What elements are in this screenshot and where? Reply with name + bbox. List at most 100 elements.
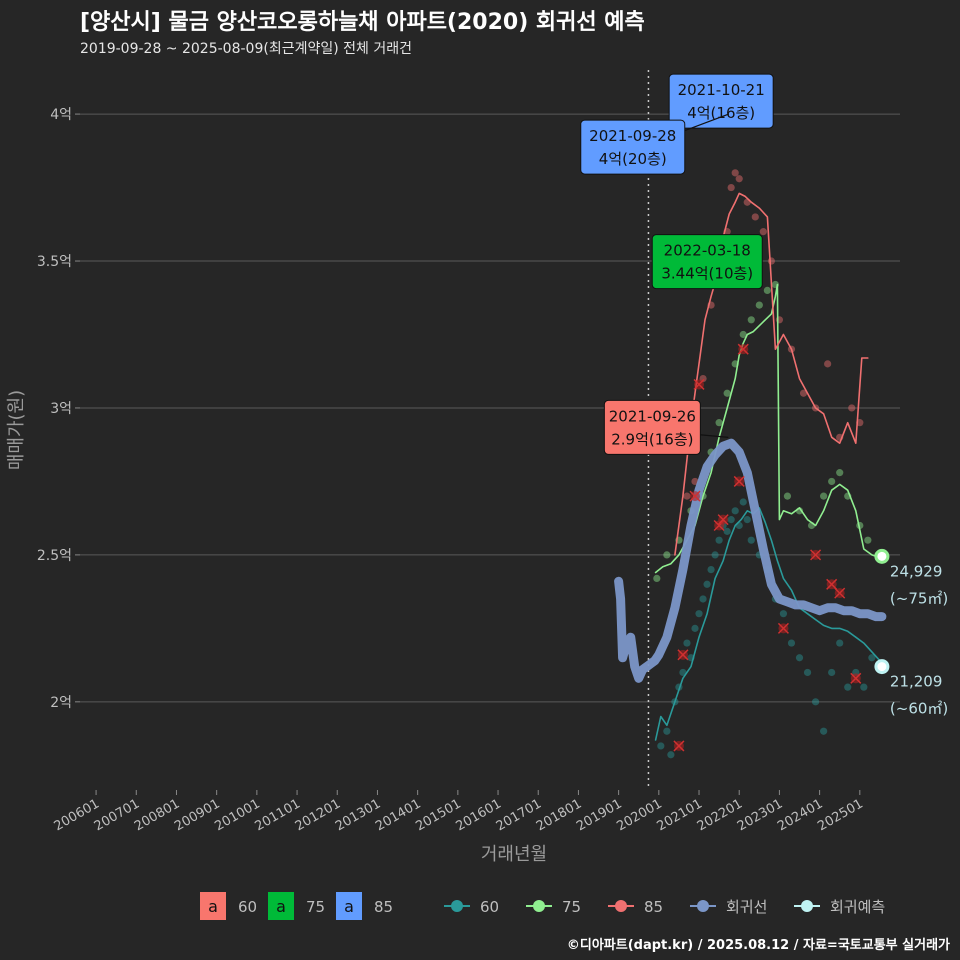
legend-fill-key [200, 892, 226, 920]
legend-key-letter: a [208, 897, 218, 916]
scatter-point-60 [699, 595, 707, 603]
x-tick-label: 200801 [132, 796, 182, 834]
legend-label: 회귀예측 [830, 898, 885, 916]
legend-fill-key [268, 892, 294, 920]
legend-key-letter: a [344, 897, 354, 916]
x-tick-label: 202201 [695, 796, 745, 834]
annotation-box [603, 399, 701, 455]
scatter-point-85 [751, 213, 759, 221]
scatter-point-75 [836, 469, 844, 477]
chart-title: [양산시] 물금 양산코오롱하늘채 아파트(2020) 회귀선 예측 [80, 10, 645, 35]
scatter-point-75 [783, 492, 792, 500]
annotation-price: 2.9억(16층) [611, 430, 693, 448]
annotation-date: 2021-10-21 [678, 81, 765, 99]
highlight-cross [826, 578, 838, 590]
highlight-cross [834, 587, 846, 599]
scatter-point-60 [723, 527, 731, 535]
scatter-point-60 [727, 516, 735, 524]
scatter-point-75 [663, 551, 671, 559]
scatter-point-60 [868, 654, 876, 662]
x-tick-label: 200901 [172, 796, 222, 834]
series-line-85 [674, 192, 869, 556]
legend-dot-key [801, 900, 813, 912]
scatter-point-60 [707, 565, 715, 574]
annotation-label: 2021-09-26 2.9억(16층) [603, 399, 729, 455]
highlight-cross [850, 672, 862, 684]
scatter-point-85 [799, 389, 808, 397]
annotation-box [580, 119, 686, 175]
scatter-point-60 [715, 536, 723, 544]
scatter-point-60 [828, 668, 836, 677]
series-line-75 [654, 283, 881, 574]
x-tick-label: 202001 [614, 796, 664, 834]
highlight-cross [673, 740, 685, 752]
x-axis-title: 거래년월 [481, 844, 547, 865]
y-axis-title: 매매가(원) [6, 390, 27, 470]
scatter-point-60 [739, 498, 747, 506]
x-tick-label: 201901 [574, 796, 624, 834]
highlight-cross [677, 649, 689, 661]
scatter-point-75 [828, 477, 836, 486]
scatter-point-85 [824, 360, 832, 368]
annotation-box [651, 234, 763, 290]
x-tick-label: 201801 [534, 796, 584, 834]
y-tick-label: 3.5억 [37, 254, 72, 270]
scatter-point-85 [731, 169, 739, 177]
scatter-point-75 [763, 286, 771, 295]
scatter-point-60 [691, 624, 699, 632]
scatter-point-75 [723, 389, 731, 397]
scatter-point-60 [836, 639, 844, 647]
annotation-date: 2022-03-18 [664, 242, 751, 260]
annotation-price: 3.44억(10층) [661, 265, 753, 283]
annotation-price: 4억(16층) [687, 104, 755, 122]
legend-label: 85 [374, 898, 393, 916]
scatter-point-60 [747, 536, 755, 544]
prediction-value: 21,209 [890, 673, 943, 691]
annotation-price: 4억(20층) [599, 150, 667, 168]
legend-label: 75 [306, 898, 325, 916]
highlight-cross [733, 475, 745, 487]
legend-dot-key [697, 900, 709, 912]
legend-fill-key [336, 892, 362, 920]
scatter-point-60 [667, 751, 675, 759]
annotation-date: 2021-09-26 [609, 407, 696, 425]
scatter-point-85 [683, 492, 691, 500]
scatter-point-60 [787, 639, 796, 647]
scatter-point-60 [844, 683, 852, 691]
x-tick-label: 201701 [494, 796, 544, 834]
legend-label: 60 [238, 898, 257, 916]
scatter-point-85 [767, 257, 775, 265]
x-tick-label: 201301 [333, 796, 383, 834]
y-tick-label: 2억 [50, 695, 72, 711]
scatter-point-60 [860, 683, 868, 691]
highlight-cross [717, 514, 729, 526]
scatter-point-60 [743, 516, 751, 524]
annotation-label: 2021-09-28 4억(20층) [580, 113, 729, 175]
prediction-point-60 [874, 659, 890, 675]
prediction-area: (~75㎡) [890, 589, 948, 607]
x-tick-label: 202301 [735, 796, 785, 834]
annotation-date: 2021-09-28 [589, 127, 676, 145]
legend-key-letter: a [276, 897, 286, 916]
legend-dot-key [533, 900, 545, 912]
scatter-point-60 [731, 507, 739, 515]
scatter-point-75 [864, 536, 872, 544]
scatter-point-75 [747, 316, 755, 324]
scatter-point-85 [848, 404, 856, 412]
legend-dot-key [451, 900, 463, 912]
series-line-60 [654, 507, 881, 741]
scatter-point-85 [735, 175, 743, 183]
highlight-cross [777, 622, 789, 634]
legend-label: 60 [480, 898, 499, 916]
legend-label: 85 [644, 898, 663, 916]
scatter-point-75 [820, 492, 828, 500]
footer-credit: ©디아파트(dapt.kr) / 2025.08.12 / 자료=국토교통부 실… [566, 938, 950, 953]
scatter-point-75 [755, 301, 763, 309]
legend-label: 75 [562, 898, 581, 916]
x-tick-label: 200601 [52, 796, 102, 834]
x-tick-label: 201601 [454, 796, 504, 834]
scatter-point-60 [703, 580, 711, 588]
y-tick-label: 3억 [50, 401, 72, 417]
x-tick-label: 201001 [212, 796, 262, 834]
